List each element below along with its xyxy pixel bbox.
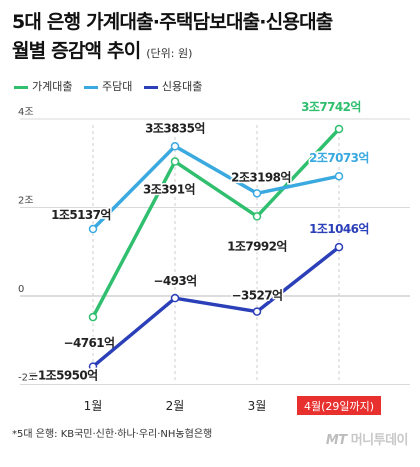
legend-label-credit: 신용대출	[161, 80, 203, 93]
data-label-mortgage-2: 2조3198억	[231, 170, 291, 184]
y-tick-label-0: 4조	[18, 107, 34, 118]
point-mortgage-1	[170, 142, 180, 151]
data-label-mortgage-1: 3조3835억	[145, 121, 205, 135]
legend-label-mortgage: 주담대	[101, 80, 133, 93]
y-tick-label-3: -2조	[18, 373, 37, 384]
legend-item-credit: 신용대출	[143, 78, 203, 94]
logo-text: 머니투데이	[350, 433, 409, 448]
data-label-mortgage-3: 2조7073억	[309, 151, 369, 165]
point-credit-2	[252, 307, 262, 316]
brand-logo: MT 머니투데이	[325, 429, 409, 448]
point-mortgage-0	[88, 224, 98, 234]
data-label-household-0: −4761억	[64, 336, 115, 350]
point-household-2	[252, 212, 262, 221]
y-tick-label-2: 0	[18, 284, 24, 295]
data-label-credit-0: −1조5950억	[28, 369, 97, 383]
legend-swatch-mortgage	[83, 85, 98, 89]
legend-item-mortgage: 주담대	[83, 78, 133, 94]
unit-label: (단위: 원)	[146, 47, 193, 60]
title-line-1: 5대 은행 가계대출·주택담보대출·신용대출	[12, 11, 333, 33]
data-label-credit-1: −493억	[153, 274, 196, 288]
legend-swatch-household	[14, 85, 28, 89]
legend: 가계대출 주담대 신용대출	[14, 78, 210, 94]
chart-title: 5대 은행 가계대출·주택담보대출·신용대출 월별 증감액 추이 (단위: 원)	[12, 8, 412, 68]
point-credit-1	[170, 293, 180, 303]
data-label-mortgage-0: 1조5137억	[51, 208, 111, 222]
y-tick-label-1: 2조	[18, 196, 34, 207]
x-tick-label-2: 3월	[248, 399, 267, 413]
point-credit-0	[88, 362, 98, 371]
x-tick-label-0: 1월	[84, 399, 103, 413]
x-tick-label-1: 2월	[166, 399, 185, 413]
data-label-household-2: 1조7992억	[227, 239, 287, 253]
legend-item-household: 가계대출	[14, 78, 72, 94]
logo-mark: MT	[325, 433, 347, 448]
point-household-1	[170, 157, 180, 166]
title-line-2: 월별 증감액 추이	[12, 40, 141, 62]
point-mortgage-3	[334, 171, 344, 181]
data-label-household-1: 3조391억	[143, 183, 195, 197]
series-line-household	[91, 127, 341, 319]
footnote: *5대 은행: KB국민·신한·하나·우리·NH농협은행	[12, 429, 213, 440]
point-household-0	[88, 312, 98, 322]
point-household-3	[334, 124, 344, 134]
legend-label-household: 가계대출	[32, 80, 73, 93]
x-highlight-box	[297, 396, 381, 415]
series-line-credit	[91, 245, 341, 369]
point-mortgage-2	[252, 189, 262, 198]
legend-swatch-credit	[143, 85, 158, 89]
x-tick-label-3: 4월(29일까지)	[304, 399, 374, 413]
data-label-household-3: 3조7742억	[301, 100, 361, 114]
point-credit-3	[334, 242, 344, 252]
data-label-credit-2: −3527억	[232, 289, 283, 303]
series-line-mortgage	[91, 144, 341, 231]
data-label-credit-3: 1조1046억	[309, 222, 369, 236]
